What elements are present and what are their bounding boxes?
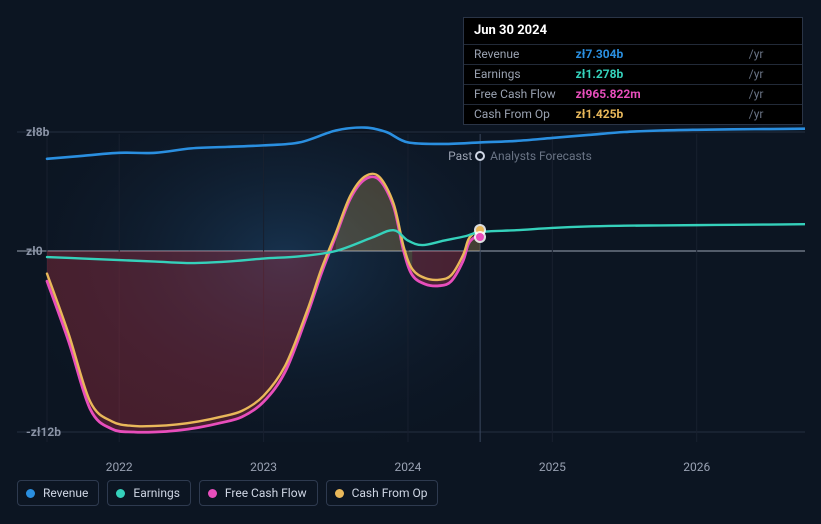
- series-marker: [476, 233, 484, 241]
- y-axis-label-bot: -zł12b: [26, 425, 61, 439]
- hover-row-value: zł1.278b: [566, 65, 749, 85]
- hover-row: Cash From Opzł1.425b/yr: [464, 105, 802, 125]
- legend-item[interactable]: Cash From Op: [326, 480, 439, 506]
- chart-legend: Revenue Earnings Free Cash Flow Cash From O…: [17, 480, 438, 506]
- x-axis-tick: 2022: [106, 460, 133, 474]
- hover-row-unit: /yr: [749, 65, 802, 85]
- hover-row-unit: /yr: [749, 45, 802, 65]
- hover-row: Revenuezł7.304b/yr: [464, 45, 802, 65]
- hover-row-value: zł965.822m: [566, 85, 749, 105]
- legend-label: Free Cash Flow: [225, 486, 307, 500]
- legend-swatch: [26, 489, 35, 498]
- hover-row-unit: /yr: [749, 105, 802, 125]
- hover-tooltip: Jun 30 2024 Revenuezł7.304b/yrEarningszł…: [463, 17, 803, 125]
- legend-label: Earnings: [133, 486, 180, 500]
- divider-dot: [475, 151, 485, 161]
- hover-row: Earningszł1.278b/yr: [464, 65, 802, 85]
- divider-forecast-label: Analysts Forecasts: [490, 149, 592, 163]
- x-axis-tick: 2023: [250, 460, 277, 474]
- hover-row-label: Revenue: [464, 45, 566, 65]
- legend-swatch: [208, 489, 217, 498]
- y-axis-label-top: zł8b: [26, 125, 49, 139]
- hover-row-label: Cash From Op: [464, 105, 566, 125]
- hover-row-value: zł1.425b: [566, 105, 749, 125]
- legend-item[interactable]: Free Cash Flow: [199, 480, 318, 506]
- legend-item[interactable]: Earnings: [107, 480, 191, 506]
- hover-row-label: Earnings: [464, 65, 566, 85]
- hover-date: Jun 30 2024: [464, 18, 802, 44]
- legend-item[interactable]: Revenue: [17, 480, 99, 506]
- x-axis-tick: 2025: [539, 460, 566, 474]
- hover-row-value: zł7.304b: [566, 45, 749, 65]
- divider-past-label: Past: [448, 149, 472, 163]
- x-axis-tick: 2026: [683, 460, 710, 474]
- hover-row: Free Cash Flowzł965.822m/yr: [464, 85, 802, 105]
- legend-label: Cash From Op: [352, 486, 428, 500]
- legend-label: Revenue: [43, 486, 88, 500]
- legend-swatch: [335, 489, 344, 498]
- x-axis-tick: 2024: [394, 460, 421, 474]
- hover-row-unit: /yr: [749, 85, 802, 105]
- y-axis-label-mid: zł0: [26, 244, 43, 258]
- legend-swatch: [116, 489, 125, 498]
- hover-row-label: Free Cash Flow: [464, 85, 566, 105]
